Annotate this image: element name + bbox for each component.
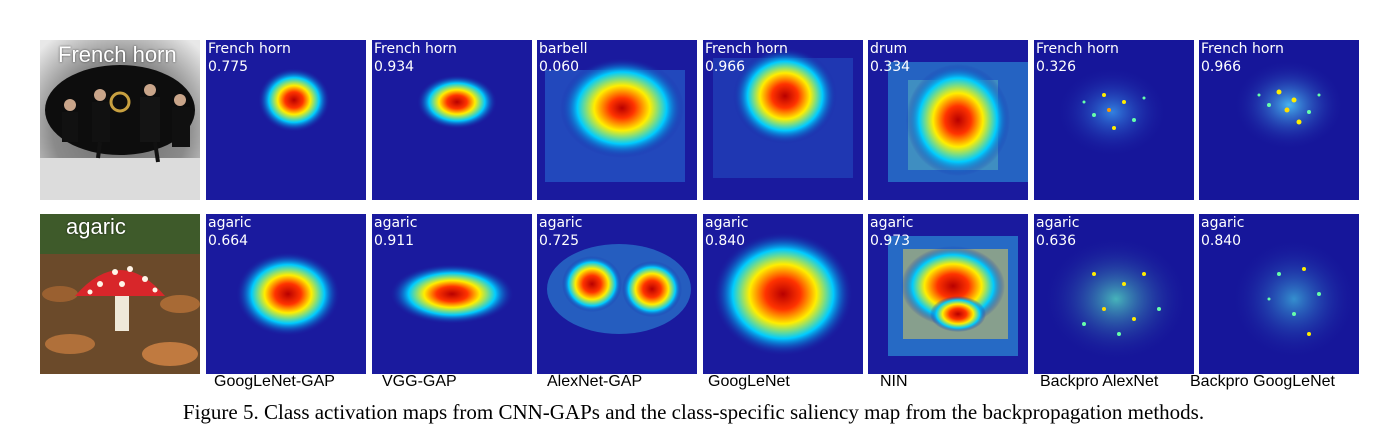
saliency-tile: French horn 0.326 — [1034, 40, 1194, 200]
heatmap-tile: agaric 0.725 — [537, 214, 697, 374]
input-label: agaric — [66, 214, 126, 239]
score-label: 0.775 — [208, 59, 249, 75]
predicted-class-label: French horn — [1201, 41, 1284, 57]
score-label: 0.326 — [1036, 59, 1077, 75]
heatmap-tile: barbell 0.060 — [537, 40, 697, 200]
predicted-class-label: agaric — [208, 215, 252, 231]
score-label: 0.840 — [1201, 233, 1242, 249]
score-label: 0.966 — [705, 59, 746, 75]
method-label: AlexNet-GAP — [547, 373, 643, 390]
input-photo-french-horn: French horn — [40, 40, 200, 200]
heatmap-tile: agaric 0.840 — [703, 214, 863, 374]
heatmap-tile: French horn 0.934 — [372, 40, 532, 200]
score-label: 0.966 — [1201, 59, 1242, 75]
method-label: Backpro GoogLeNet — [1190, 373, 1335, 390]
input-label: French horn — [58, 42, 177, 67]
score-label: 0.911 — [374, 233, 415, 249]
score-label: 0.060 — [539, 59, 580, 75]
heatmap-tile: agaric 0.664 — [206, 214, 366, 374]
predicted-class-label: barbell — [539, 41, 588, 57]
heatmap-tile: French horn 0.775 — [206, 40, 366, 200]
heatmap-tile: drum 0.334 — [868, 40, 1028, 200]
heatmap-tile: French horn 0.966 — [703, 40, 863, 200]
predicted-class-label: French horn — [705, 41, 788, 57]
score-label: 0.725 — [539, 233, 580, 249]
predicted-class-label: agaric — [705, 215, 749, 231]
score-label: 0.664 — [208, 233, 249, 249]
predicted-class-label: French horn — [1036, 41, 1119, 57]
saliency-tile: agaric 0.636 — [1034, 214, 1194, 374]
figure-caption: Figure 5. Class activation maps from CNN… — [182, 400, 1205, 424]
score-label: 0.334 — [870, 59, 911, 75]
predicted-class-label: French horn — [374, 41, 457, 57]
score-label: 0.934 — [374, 59, 415, 75]
saliency-tile: French horn 0.966 — [1199, 40, 1359, 200]
input-photo-agaric: agaric — [40, 214, 200, 374]
score-label: 0.840 — [705, 233, 746, 249]
method-label: GoogLeNet-GAP — [214, 373, 335, 390]
predicted-class-label: drum — [870, 41, 908, 57]
heatmap-tile: agaric 0.973 — [868, 214, 1028, 374]
score-label: 0.973 — [870, 233, 911, 249]
predicted-class-label: agaric — [374, 215, 418, 231]
method-label: Backpro AlexNet — [1040, 373, 1159, 390]
predicted-class-label: agaric — [870, 215, 914, 231]
score-label: 0.636 — [1036, 233, 1077, 249]
method-label: GoogLeNet — [708, 373, 790, 390]
predicted-class-label: French horn — [208, 41, 291, 57]
saliency-tile: agaric 0.840 — [1199, 214, 1359, 374]
predicted-class-label: agaric — [1201, 215, 1245, 231]
predicted-class-label: agaric — [539, 215, 583, 231]
method-label: VGG-GAP — [382, 373, 457, 390]
heatmap-tile: agaric 0.911 — [372, 214, 532, 374]
method-label: NIN — [880, 373, 908, 390]
predicted-class-label: agaric — [1036, 215, 1080, 231]
